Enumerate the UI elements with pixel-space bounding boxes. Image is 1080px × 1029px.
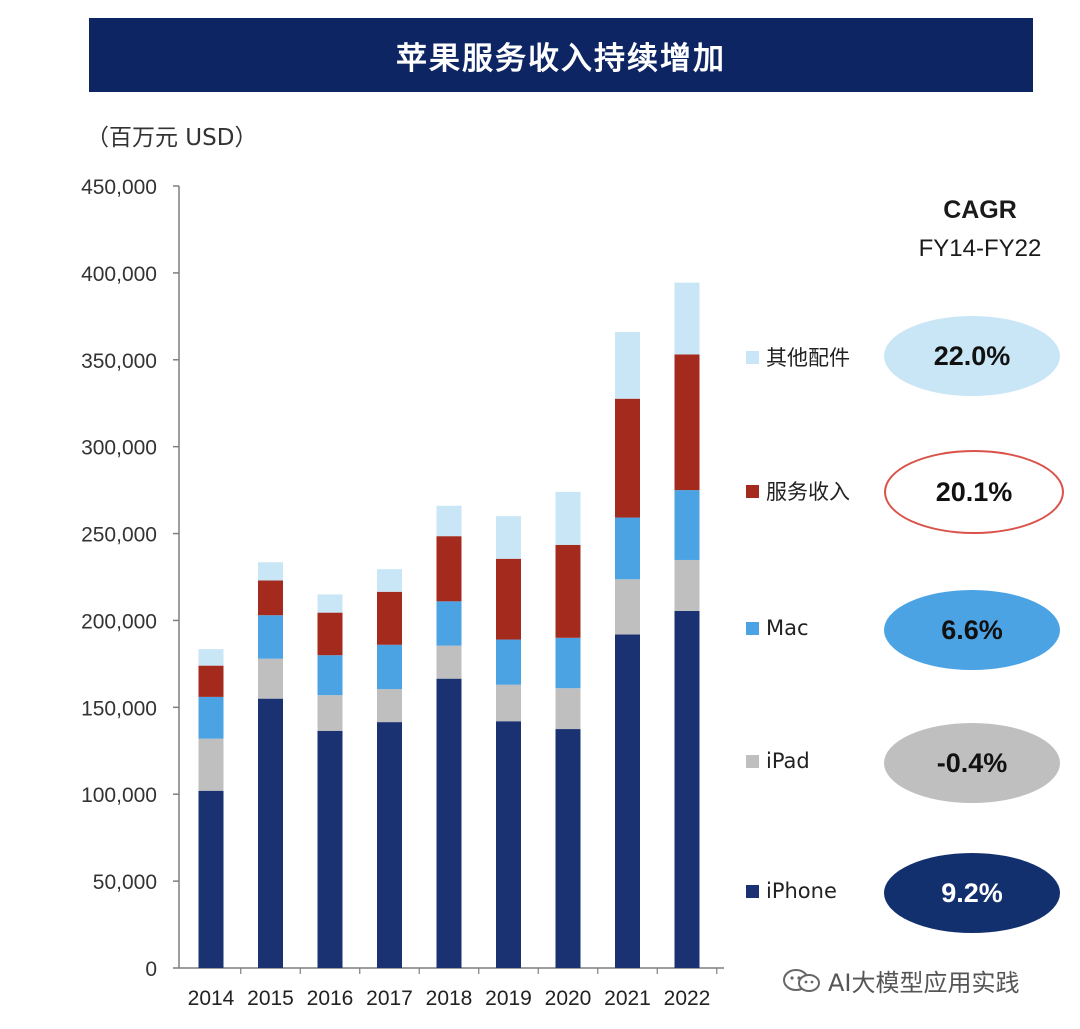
cagr-value: -0.4% [936, 747, 1008, 778]
legend-item: 其他配件 [746, 342, 850, 372]
cagr-value: 9.2% [941, 877, 1003, 908]
legend-swatch [746, 621, 759, 635]
bar-segment-其他配件-2016 [317, 594, 343, 613]
bar-segment-服务收入-2014 [198, 665, 224, 697]
chart-title: 苹果服务收入持续增加 [396, 40, 726, 77]
bar-segment-mac-2017 [377, 644, 402, 690]
bar-segment-iphone-2014 [198, 790, 224, 968]
cagr-title: CAGR [943, 196, 1017, 224]
y-tick-label: 250,000 [81, 524, 157, 547]
bar-segment-iphone-2015 [258, 698, 283, 968]
bar-segment-其他配件-2014 [198, 649, 224, 666]
legend-swatch [746, 484, 759, 498]
bar-segment-ipad-2016 [317, 695, 343, 731]
watermark-text: AI大模型应用实践 [828, 969, 1020, 997]
bar-segment-ipad-2020 [555, 688, 581, 730]
bar-segment-服务收入-2022 [674, 354, 700, 491]
y-tick-label: 50,000 [93, 871, 157, 894]
x-tick-label: 2018 [426, 987, 473, 1010]
cagr-value-pill: 9.2% [884, 853, 1060, 933]
y-tick-label: 350,000 [81, 350, 157, 373]
bar-segment-iphone-2020 [555, 729, 581, 968]
legend-label: 其他配件 [766, 346, 850, 370]
x-tick-label: 2014 [188, 987, 235, 1010]
bar-segment-mac-2020 [555, 637, 581, 689]
title-banner: 苹果服务收入持续增加 [89, 18, 1033, 92]
bar-segment-iphone-2016 [317, 730, 343, 968]
bar-segment-其他配件-2018 [436, 505, 462, 537]
bar-segment-iphone-2018 [436, 678, 462, 968]
x-tick-label: 2019 [485, 987, 532, 1010]
legend-label: Mac [766, 616, 809, 640]
bar-segment-ipad-2014 [198, 738, 224, 791]
x-tick-label: 2015 [247, 987, 294, 1010]
y-tick-label: 0 [145, 958, 157, 981]
legend-item: iPad [746, 749, 810, 773]
x-tick-label: 2021 [604, 987, 651, 1010]
bar-segment-mac-2016 [317, 655, 343, 696]
bar-segment-其他配件-2015 [258, 562, 283, 581]
bar-segment-iphone-2022 [674, 610, 700, 968]
bar-segment-iphone-2017 [377, 722, 402, 968]
bar-segment-mac-2022 [674, 490, 700, 560]
bar-segment-其他配件-2021 [615, 331, 640, 399]
bar-segment-ipad-2018 [436, 645, 462, 679]
bar-segment-ipad-2021 [615, 579, 640, 635]
y-tick-label: 300,000 [81, 437, 157, 460]
bar-segment-ipad-2019 [496, 684, 521, 722]
cagr-value-pill: 22.0% [884, 316, 1060, 396]
bar-segment-服务收入-2021 [615, 398, 640, 518]
bar-segment-ipad-2022 [674, 559, 700, 611]
bar-segment-mac-2021 [615, 517, 640, 580]
legend-swatch [746, 350, 759, 364]
legend-item: Mac [746, 616, 809, 640]
y-tick-label: 200,000 [81, 610, 157, 633]
bar-segment-mac-2019 [496, 639, 521, 685]
legend-label: 服务收入 [766, 480, 850, 504]
bar-segment-服务收入-2016 [317, 612, 343, 656]
legend-item: 服务收入 [746, 476, 850, 506]
bar-segment-服务收入-2020 [555, 544, 581, 638]
y-tick-label: 100,000 [81, 784, 157, 807]
y-tick-label: 450,000 [81, 176, 157, 199]
legend-swatch [746, 754, 759, 768]
x-tick-label: 2020 [545, 987, 592, 1010]
x-tick-label: 2016 [307, 987, 354, 1010]
legend-swatch [746, 884, 759, 898]
cagr-value-pill: 6.6% [884, 590, 1060, 670]
cagr-value-pill: 20.1% [884, 450, 1064, 534]
bar-segment-其他配件-2019 [496, 516, 521, 559]
bar-segment-其他配件-2017 [377, 569, 402, 592]
bar-segment-其他配件-2022 [674, 282, 700, 355]
bar-segment-服务收入-2015 [258, 580, 283, 616]
y-tick-label: 150,000 [81, 697, 157, 720]
bar-segment-ipad-2017 [377, 689, 402, 723]
legend-label: iPhone [766, 879, 837, 903]
bar-segment-mac-2014 [198, 696, 224, 739]
cagr-value: 6.6% [941, 614, 1003, 645]
x-tick-label: 2022 [664, 987, 711, 1010]
cagr-value-pill: -0.4% [884, 723, 1060, 803]
watermark: AI大模型应用实践 [782, 963, 1020, 998]
cagr-subtitle: FY14-FY22 [918, 235, 1042, 262]
bar-segment-ipad-2015 [258, 658, 283, 699]
wechat-icon [783, 968, 820, 992]
bar-segment-服务收入-2019 [496, 558, 521, 640]
cagr-value: 22.0% [933, 340, 1011, 371]
bar-segment-mac-2018 [436, 601, 462, 646]
bar-segment-iphone-2019 [496, 721, 521, 968]
bar-segment-iphone-2021 [615, 634, 640, 968]
legend-item: iPhone [746, 879, 837, 903]
bar-segment-其他配件-2020 [555, 491, 581, 545]
y-tick-label: 400,000 [81, 263, 157, 286]
cagr-value: 20.1% [935, 476, 1013, 507]
bar-segment-服务收入-2018 [436, 536, 462, 602]
bar-segment-mac-2015 [258, 615, 283, 659]
legend-label: iPad [766, 749, 810, 773]
bar-segment-服务收入-2017 [377, 591, 402, 645]
unit-label: （百万元 USD） [86, 125, 258, 151]
x-tick-label: 2017 [366, 987, 413, 1010]
